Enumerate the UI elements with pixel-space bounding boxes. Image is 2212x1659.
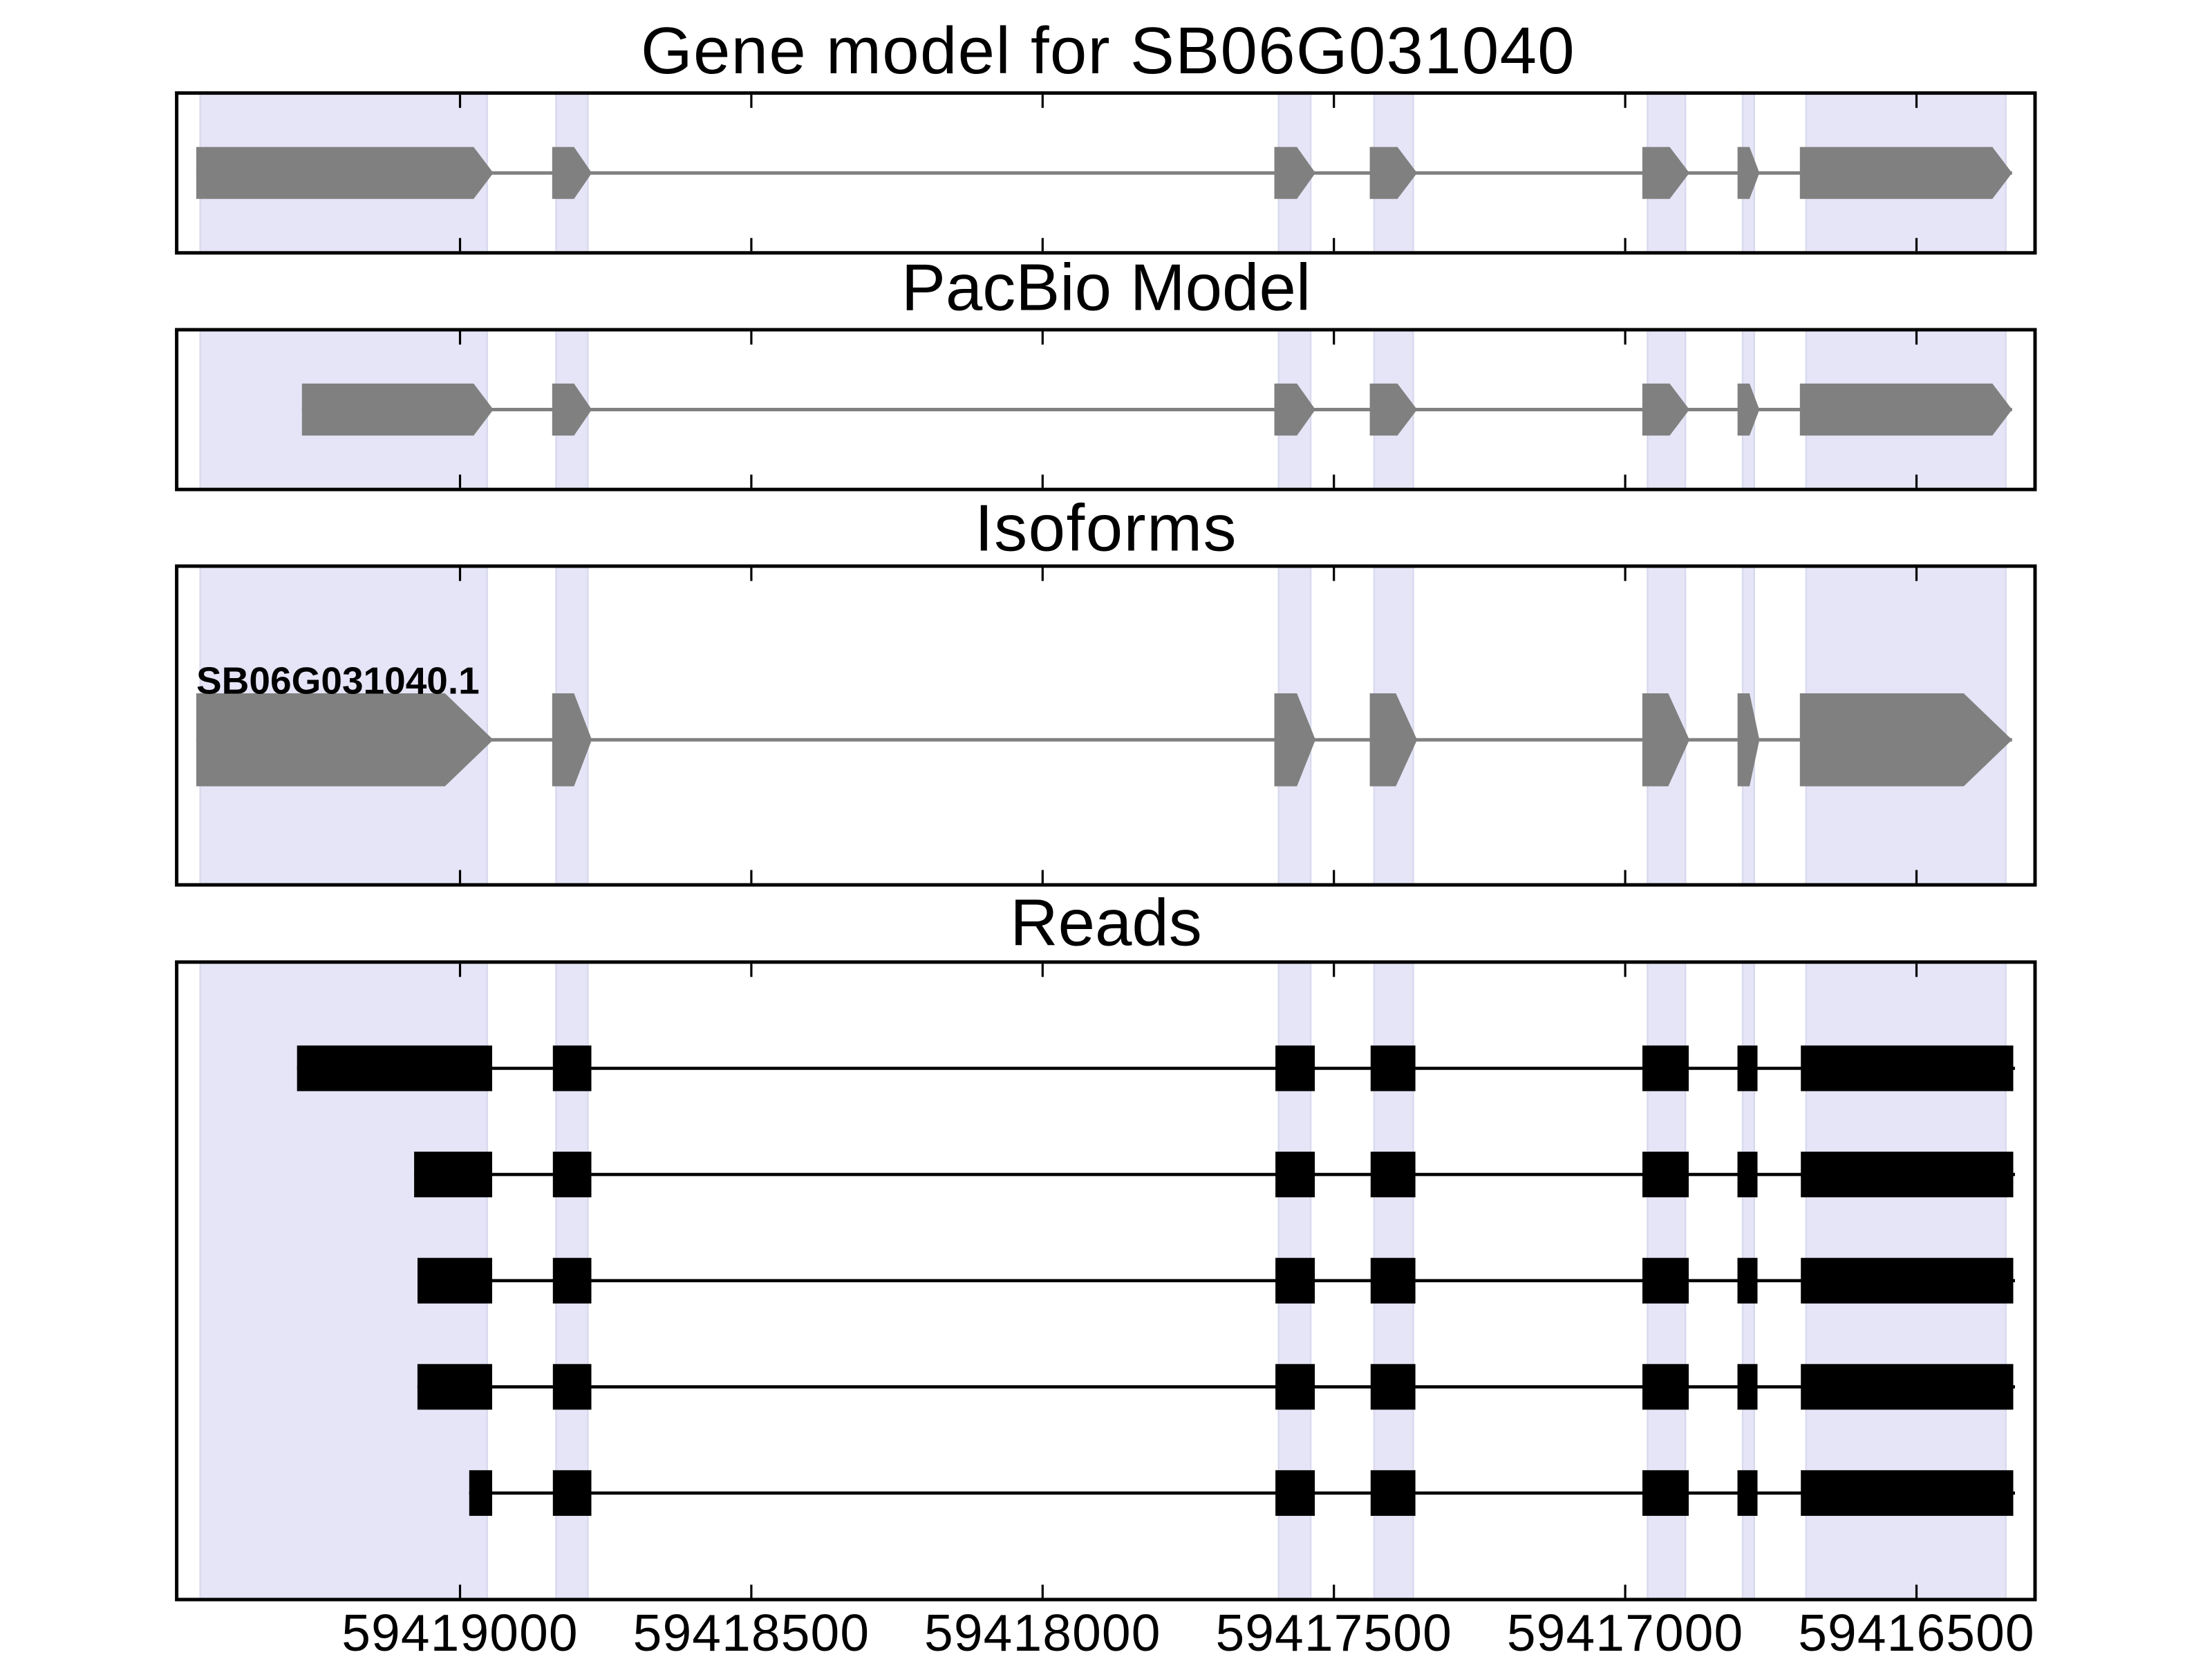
- svg-text:PacBio Model: PacBio Model: [901, 251, 1311, 325]
- svg-text:59418000: 59418000: [924, 1604, 1161, 1659]
- svg-text:Gene model for SB06G031040: Gene model for SB06G031040: [641, 14, 1575, 88]
- svg-text:Reads: Reads: [1010, 886, 1202, 960]
- svg-text:SB06G031040.1: SB06G031040.1: [196, 659, 480, 702]
- svg-text:Isoforms: Isoforms: [975, 491, 1237, 565]
- svg-text:59417500: 59417500: [1215, 1604, 1452, 1659]
- svg-text:59419000: 59419000: [341, 1604, 579, 1659]
- svg-text:59418500: 59418500: [633, 1604, 870, 1659]
- svg-text:59416500: 59416500: [1798, 1604, 2035, 1659]
- svg-text:59417000: 59417000: [1507, 1604, 1744, 1659]
